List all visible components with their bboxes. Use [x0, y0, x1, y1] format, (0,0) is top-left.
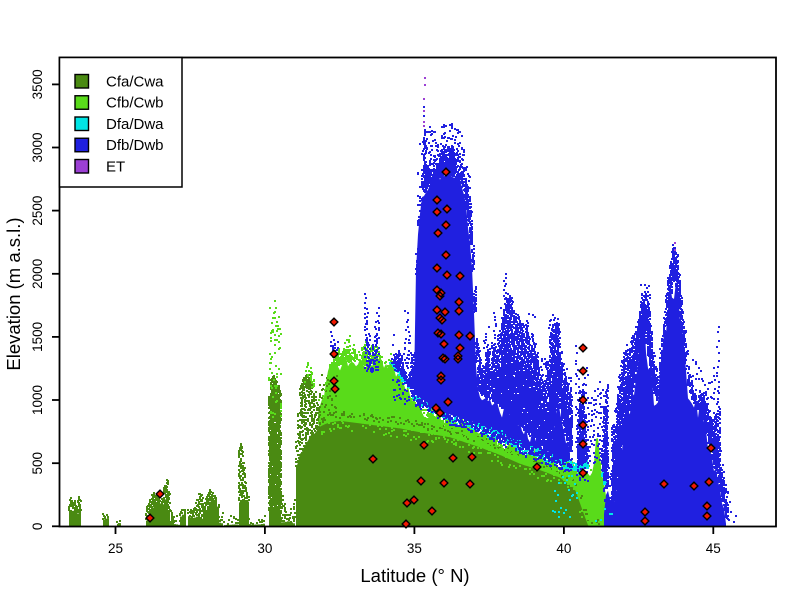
svg-text:1500: 1500	[30, 322, 45, 352]
svg-text:25: 25	[108, 541, 123, 556]
svg-text:Dfb/Dwb: Dfb/Dwb	[106, 137, 164, 154]
svg-text:0: 0	[30, 523, 45, 531]
svg-text:40: 40	[556, 541, 571, 556]
svg-text:35: 35	[407, 541, 422, 556]
svg-text:1000: 1000	[30, 385, 45, 415]
svg-text:2000: 2000	[30, 259, 45, 289]
svg-text:45: 45	[706, 541, 721, 556]
svg-text:3500: 3500	[30, 69, 45, 99]
svg-text:30: 30	[257, 541, 272, 556]
svg-text:3000: 3000	[30, 132, 45, 162]
svg-text:2500: 2500	[30, 196, 45, 226]
svg-text:Cfa/Cwa: Cfa/Cwa	[106, 73, 164, 90]
svg-text:500: 500	[30, 452, 45, 475]
svg-text:Elevation (m a.s.l.): Elevation (m a.s.l.)	[3, 217, 24, 370]
svg-text:ET: ET	[106, 158, 125, 175]
svg-text:Latitude (° N): Latitude (° N)	[360, 565, 469, 586]
svg-text:Cfb/Cwb: Cfb/Cwb	[106, 95, 164, 112]
svg-text:Dfa/Dwa: Dfa/Dwa	[106, 116, 164, 133]
